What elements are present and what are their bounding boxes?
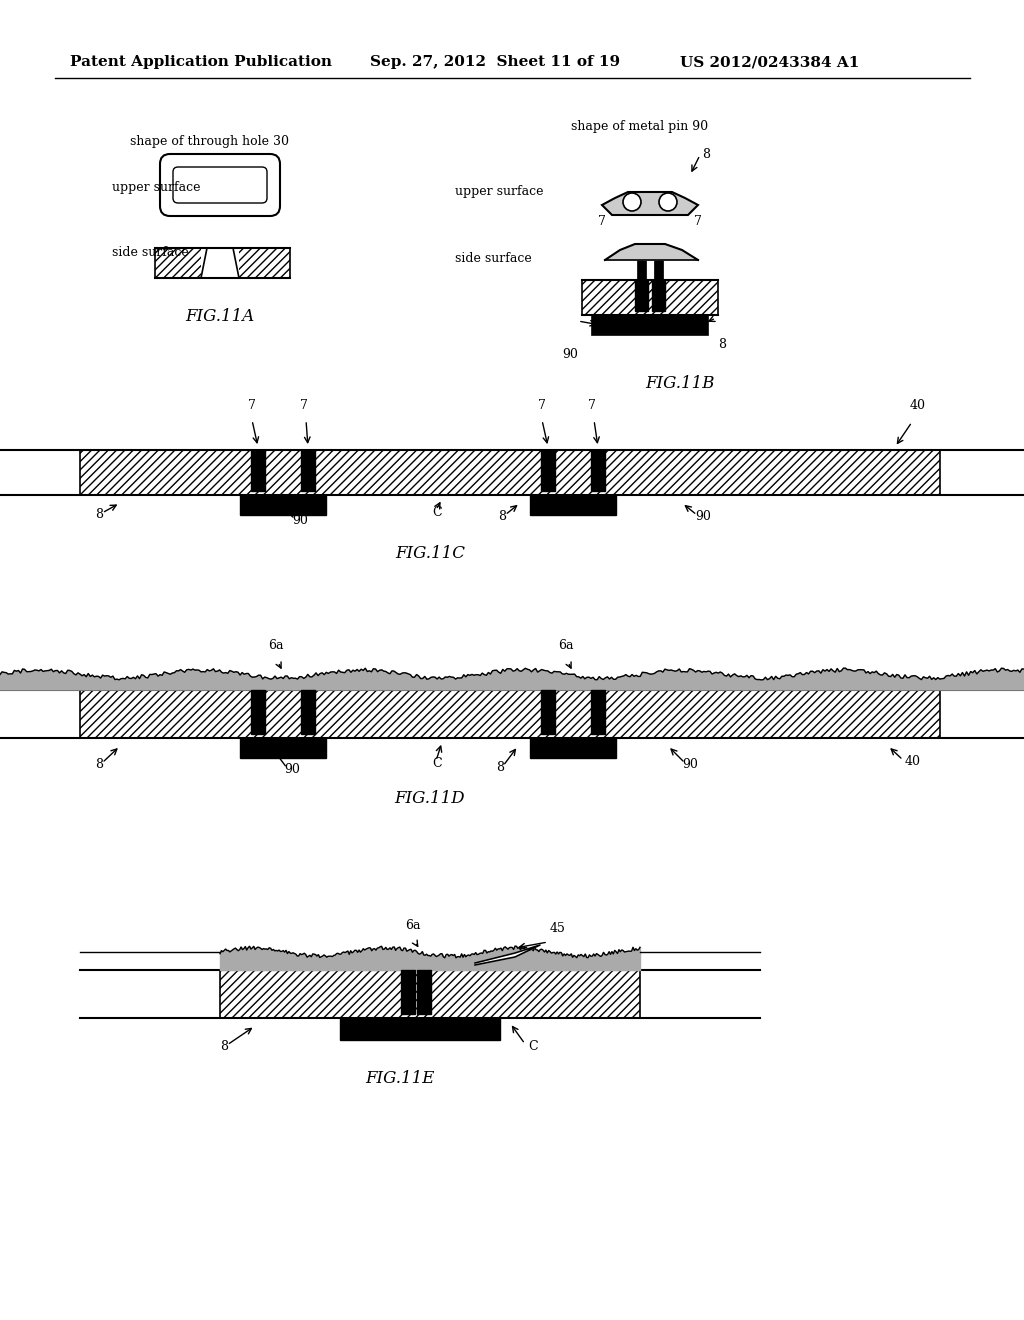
Text: 8: 8 [95,508,103,521]
Text: 6a: 6a [268,639,284,652]
Bar [201,248,239,279]
Text: 45: 45 [550,921,566,935]
Text: Sep. 27, 2012  Sheet 11 of 19: Sep. 27, 2012 Sheet 11 of 19 [370,55,621,69]
Text: C: C [432,756,441,770]
Polygon shape [475,945,540,965]
Polygon shape [605,244,698,260]
Bar [301,450,315,491]
Polygon shape [602,191,698,215]
Text: 90: 90 [562,348,578,360]
Bar [240,738,326,758]
Text: shape of through hole 30: shape of through hole 30 [130,135,290,148]
Text: 8: 8 [702,148,710,161]
Bar [591,450,605,491]
Bar [541,450,555,491]
Text: 8: 8 [496,762,504,774]
Bar [301,690,315,734]
Circle shape [659,193,677,211]
Text: upper surface: upper surface [112,181,201,194]
Text: 6a: 6a [558,639,573,652]
Bar [155,248,290,279]
Text: 7: 7 [588,399,596,412]
Bar [635,280,648,312]
Text: shape of metal pin 90: shape of metal pin 90 [571,120,709,133]
Bar [80,450,940,495]
Text: upper surface: upper surface [455,186,544,198]
Text: 7: 7 [300,399,308,412]
Text: 90: 90 [682,758,698,771]
Text: side surface: side surface [112,246,188,259]
Bar [240,495,326,515]
Bar [530,738,616,758]
Bar [541,690,555,734]
Text: 7: 7 [694,215,701,228]
FancyBboxPatch shape [160,154,280,216]
Text: FIG.11E: FIG.11E [366,1071,434,1086]
Bar [417,970,431,1014]
Text: 7: 7 [248,399,256,412]
Bar [251,690,265,734]
Text: 8: 8 [220,1040,228,1053]
Text: 8: 8 [95,758,103,771]
Bar [592,315,708,335]
Bar [582,280,718,315]
Text: 6a: 6a [406,919,421,932]
Text: side surface: side surface [455,252,531,264]
Bar [251,450,265,491]
Text: 40: 40 [910,399,926,412]
Bar [530,495,616,515]
Bar [340,1018,500,1040]
Text: Patent Application Publication: Patent Application Publication [70,55,332,69]
Text: 90: 90 [292,513,308,527]
Text: 8: 8 [718,338,726,351]
Circle shape [623,193,641,211]
Bar [591,690,605,734]
Bar [220,970,640,1018]
Text: US 2012/0243384 A1: US 2012/0243384 A1 [680,55,859,69]
FancyBboxPatch shape [173,168,267,203]
Text: 90: 90 [695,510,711,523]
Bar [80,690,940,738]
Text: FIG.11A: FIG.11A [185,308,255,325]
Text: FIG.11D: FIG.11D [394,789,465,807]
Text: 7: 7 [598,215,606,228]
Text: 40: 40 [905,755,921,768]
Text: FIG.11B: FIG.11B [645,375,715,392]
Text: 7: 7 [538,399,546,412]
Text: FIG.11C: FIG.11C [395,545,465,562]
Text: C: C [432,506,441,519]
Text: 90: 90 [284,763,300,776]
Text: 8: 8 [498,510,506,523]
Text: C: C [528,1040,538,1053]
Bar [401,970,415,1014]
Bar [652,280,665,312]
